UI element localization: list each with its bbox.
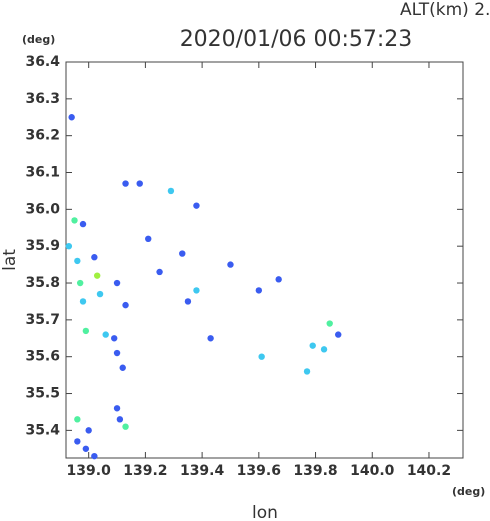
echo-point <box>122 180 129 187</box>
y-tick-label: 36.3 <box>25 91 60 107</box>
echo-point <box>193 202 200 209</box>
echo-point <box>65 242 73 250</box>
echo-point <box>227 261 234 268</box>
y-axis-label: lat <box>0 249 20 271</box>
x-unit: (deg) <box>452 485 485 498</box>
echo-point <box>91 254 98 261</box>
echo-point <box>82 327 90 335</box>
y-tick-label: 36.4 <box>25 54 60 70</box>
echo-point <box>122 301 129 309</box>
echo-point <box>122 423 129 430</box>
echo-point <box>79 220 87 228</box>
x-tick-label: 139.8 <box>293 463 337 479</box>
echo-point <box>102 331 109 338</box>
echo-point <box>68 114 75 121</box>
y-tick-label: 35.7 <box>25 312 60 328</box>
echo-point <box>179 250 186 257</box>
echo-point <box>111 335 118 342</box>
y-tick-label: 35.6 <box>25 349 60 365</box>
echo-point <box>74 438 81 445</box>
y-unit: (deg) <box>22 33 55 46</box>
echo-point <box>303 368 311 375</box>
echo-point <box>156 268 163 276</box>
x-tick-label: 139.0 <box>67 463 112 479</box>
echo-point <box>145 235 152 243</box>
echo-point <box>113 349 121 357</box>
echo-point <box>74 257 81 265</box>
echo-point <box>74 416 81 423</box>
x-tick-label: 139.4 <box>180 463 225 479</box>
y-tick-label: 36.0 <box>25 201 60 217</box>
echo-point <box>320 346 328 353</box>
plot-frame <box>65 61 464 459</box>
chart-title: 2020/01/06 00:57:23 <box>180 27 413 52</box>
altitude-header: ALT(km) 2.0 <box>400 0 490 20</box>
echo-point <box>79 298 87 305</box>
x-tick-label: 139.2 <box>123 463 167 479</box>
echo-point <box>275 276 282 283</box>
echo-point <box>326 320 333 327</box>
echo-point <box>335 331 342 338</box>
echo-point <box>207 335 214 342</box>
y-tick-label: 36.2 <box>25 128 60 144</box>
x-axis-label: lon <box>252 503 278 521</box>
y-tick-label: 35.5 <box>25 386 60 402</box>
echo-point <box>82 445 90 452</box>
echo-point <box>96 290 104 298</box>
echo-point <box>119 364 126 371</box>
echo-point <box>71 217 78 224</box>
y-tick-label: 35.4 <box>25 422 60 438</box>
echo-point <box>309 342 316 349</box>
y-tick-label: 35.9 <box>25 238 60 254</box>
echo-point <box>184 298 192 305</box>
echo-point <box>193 287 200 294</box>
echo-point <box>85 427 92 434</box>
echo-point <box>93 272 101 279</box>
echo-point <box>76 279 84 287</box>
echo-point <box>113 279 121 287</box>
x-tick-label: 139.6 <box>237 463 281 479</box>
x-tick-label: 140.2 <box>407 463 451 479</box>
echo-point <box>167 187 175 195</box>
y-tick-label: 35.8 <box>25 275 60 291</box>
echo-point <box>116 416 124 423</box>
echo-point <box>255 287 263 294</box>
echo-point <box>91 452 98 460</box>
echo-point <box>113 405 121 412</box>
x-tick-label: 140.0 <box>350 463 395 479</box>
echo-point <box>258 353 265 360</box>
y-tick-label: 36.1 <box>25 165 60 181</box>
echo-point <box>136 180 143 187</box>
